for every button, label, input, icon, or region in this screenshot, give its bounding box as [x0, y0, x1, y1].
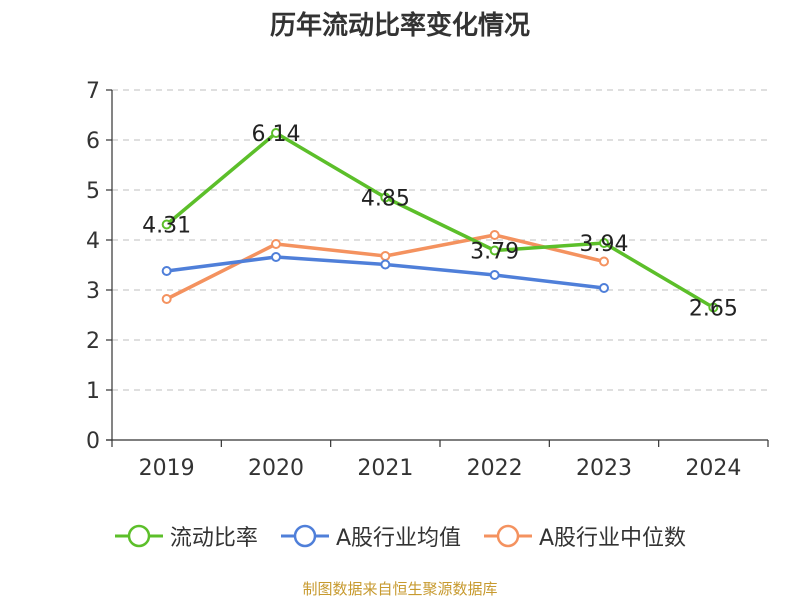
- legend-item-2: A股行业中位数: [483, 520, 686, 552]
- series-point-1: [380, 259, 391, 270]
- data-label: 4.31: [142, 214, 191, 239]
- data-label: 3.79: [470, 240, 519, 265]
- data-label: 2.65: [689, 297, 738, 322]
- series-point-0: [489, 245, 500, 256]
- y-tick-label: 4: [86, 229, 100, 254]
- legend-swatch-1: [280, 524, 329, 548]
- y-tick-label: 2: [86, 329, 100, 354]
- series-point-0: [161, 219, 172, 230]
- source-note: 制图数据来自恒生聚源数据库: [302, 580, 498, 598]
- legend-label-0: 流动比率: [169, 526, 258, 551]
- x-tick-label: 2020: [248, 456, 304, 481]
- x-tick-label: 2022: [467, 456, 523, 481]
- y-tick-label: 1: [86, 379, 100, 404]
- series-point-2: [380, 251, 391, 261]
- series-point-2: [599, 256, 609, 267]
- x-tick-label: 2019: [139, 456, 195, 481]
- data-label-layer: 4.31 6.14 4.85 3.79 3.94 2.65: [142, 122, 738, 322]
- chart-title: 历年流动比率变化情况: [269, 11, 530, 41]
- series-layer: [161, 128, 719, 313]
- x-tick-label: 2023: [576, 456, 632, 481]
- series-point-0: [708, 302, 719, 313]
- series-point-1: [271, 252, 281, 262]
- series-point-1: [161, 266, 172, 276]
- data-label: 6.14: [252, 122, 301, 147]
- series-point-1: [599, 283, 609, 293]
- x-tick-label: 2021: [357, 456, 413, 481]
- series-point-2: [161, 294, 172, 304]
- legend: 流动比率 A股行业均值 A股行业中位数: [0, 520, 800, 552]
- series-point-0: [599, 238, 609, 248]
- y-tick-label: 7: [86, 79, 100, 104]
- grid-layer: [112, 89, 768, 391]
- series-point-2: [271, 239, 281, 249]
- legend-item-0: 流动比率: [114, 520, 258, 552]
- series-point-1: [489, 270, 500, 280]
- legend-swatch-0: [114, 524, 163, 548]
- y-tick-label: 5: [86, 179, 100, 204]
- data-label: 4.85: [361, 187, 410, 212]
- legend-label-2: A股行业中位数: [539, 526, 687, 551]
- data-label: 3.94: [580, 232, 629, 257]
- y-tick-label: 3: [86, 279, 100, 304]
- legend-item-1: A股行业均值: [280, 520, 461, 552]
- series-point-0: [380, 192, 391, 203]
- x-tick-label: 2024: [685, 456, 741, 481]
- legend-marker-0: [127, 524, 151, 548]
- legend-marker-1: [293, 524, 317, 548]
- legend-marker-2: [496, 524, 520, 548]
- series-point-0: [271, 128, 281, 138]
- series-point-2: [489, 230, 500, 240]
- y-tick-label: 6: [86, 129, 100, 154]
- legend-label-1: A股行业均值: [335, 526, 461, 551]
- series-line-0: [165, 131, 715, 310]
- legend-swatch-2: [484, 524, 532, 548]
- y-tick-label: 0: [86, 429, 100, 454]
- axis-layer: 0 1 2 3 4 5 6 7 2019 2020 2021 2022 2023 2024: [86, 79, 769, 481]
